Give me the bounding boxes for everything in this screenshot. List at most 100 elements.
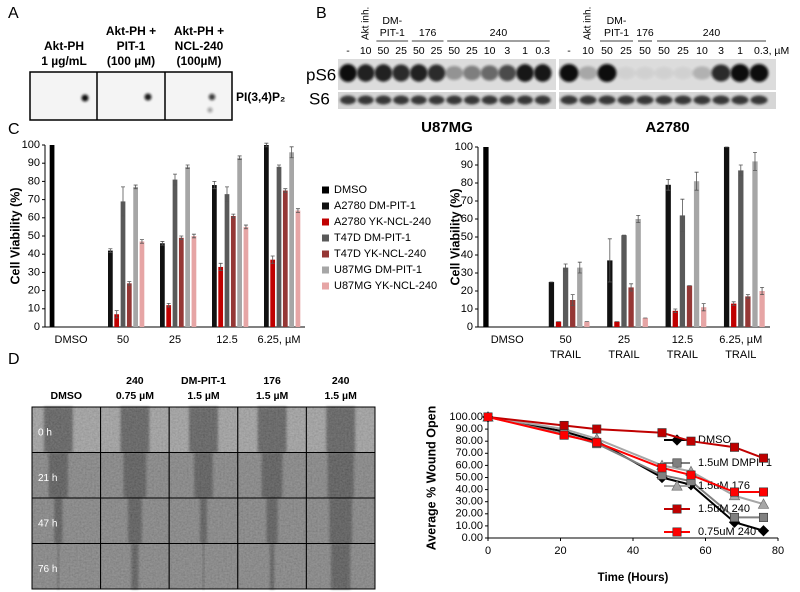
y-tick-label: 30 — [28, 266, 40, 278]
bar — [701, 307, 707, 327]
marker — [729, 487, 739, 497]
dose-label: 0.3 — [535, 45, 550, 57]
error-bar — [760, 287, 765, 295]
band — [516, 64, 534, 82]
panel-label: D — [8, 351, 20, 368]
texture — [169, 407, 238, 453]
y-tick-label: 50.00 — [455, 471, 483, 483]
bar — [230, 215, 236, 327]
band — [693, 95, 711, 105]
error-bar — [264, 142, 269, 148]
error-bar — [283, 188, 288, 193]
group-label: 176 — [636, 27, 654, 39]
dose-label: 0.3, µM — [754, 45, 789, 57]
y-tick-label: 70 — [28, 194, 40, 206]
texture — [169, 498, 238, 544]
marker — [483, 412, 493, 422]
error-bar — [752, 152, 757, 171]
legend-swatch — [322, 186, 329, 194]
x-tick-label: 50 — [117, 334, 129, 346]
x-tick-label: DMSO — [491, 334, 524, 346]
legend-label: T47D YK-NCL-240 — [334, 248, 426, 260]
y-tick-label: 90 — [461, 159, 473, 171]
column-label: 1.5 µM — [187, 390, 220, 402]
y-tick-label: 60.00 — [455, 459, 483, 471]
bar — [178, 237, 184, 327]
y-axis-title: Cell Viability (%) — [8, 187, 22, 284]
dose-label: 50 — [448, 45, 460, 57]
y-tick-label: 10 — [28, 303, 40, 315]
error-bar — [231, 213, 236, 219]
bar — [172, 179, 178, 327]
micrograph-frame — [305, 543, 376, 590]
band — [446, 95, 463, 105]
texture — [237, 543, 307, 589]
bar — [282, 190, 288, 327]
legend-marker — [672, 504, 682, 514]
band — [673, 66, 693, 80]
column-label: DMSO — [51, 390, 83, 402]
bar — [686, 285, 693, 327]
lane-label: PIT-1 — [117, 39, 146, 53]
error-bar — [243, 224, 248, 230]
panel-label: B — [316, 5, 327, 22]
dose-label: 10 — [360, 45, 372, 57]
bar — [191, 236, 197, 327]
texture — [306, 543, 375, 589]
error-bar — [745, 294, 750, 299]
row-label: pS6 — [306, 65, 336, 84]
y-tick-label: 0.00 — [462, 532, 483, 544]
band — [579, 95, 597, 105]
error-bar — [179, 235, 184, 241]
marker — [758, 487, 768, 497]
texture — [169, 543, 238, 589]
legend-label: 0.75uM 240 — [698, 526, 756, 538]
dose-label: - — [346, 45, 350, 57]
dose-label: 1 — [737, 45, 743, 57]
bar — [133, 186, 138, 327]
y-tick-label: 80 — [461, 177, 473, 189]
spot — [208, 93, 216, 101]
bar — [672, 310, 678, 327]
band — [560, 95, 578, 105]
y-tick-label: 100 — [455, 141, 473, 153]
band — [427, 64, 446, 82]
y-tick-label: 40.00 — [455, 484, 483, 496]
error-bar — [570, 294, 575, 306]
lane-label: Akt-PH + — [174, 24, 224, 38]
bar — [577, 267, 583, 327]
x-tick-label: 12.5 — [216, 334, 237, 346]
bar — [139, 241, 145, 327]
y-tick-label: 10.00 — [455, 520, 483, 532]
y-tick-label: 90 — [28, 157, 40, 169]
texture — [306, 407, 375, 453]
legend-label: T47D DM-PIT-1 — [334, 232, 411, 244]
group-label: 176 — [419, 27, 437, 39]
x-tick-label: 80 — [772, 545, 784, 557]
band — [356, 64, 375, 82]
lane-label: 1 µg/mL — [41, 54, 87, 68]
marker — [657, 428, 667, 438]
bar — [570, 300, 576, 327]
y-tick-label: 100.00 — [449, 411, 483, 423]
error-bar — [225, 186, 229, 202]
band — [730, 64, 750, 82]
error-bar — [173, 173, 177, 186]
error-bar — [160, 241, 165, 246]
band — [559, 64, 579, 82]
error-bar — [731, 301, 736, 306]
band — [499, 95, 516, 105]
bar — [185, 166, 190, 327]
band — [616, 66, 636, 80]
band — [481, 95, 498, 105]
band — [463, 95, 480, 105]
bar — [224, 194, 230, 327]
cell-line-label: U87MG — [421, 119, 473, 136]
x-tick-label: 6.25, µM — [257, 334, 300, 346]
band — [598, 95, 616, 105]
legend-label: 1.5uM DMPIT1 — [698, 457, 772, 469]
column-label: 240 — [332, 375, 350, 387]
dose-label: 3 — [504, 45, 510, 57]
band — [597, 64, 617, 82]
band — [654, 66, 674, 80]
